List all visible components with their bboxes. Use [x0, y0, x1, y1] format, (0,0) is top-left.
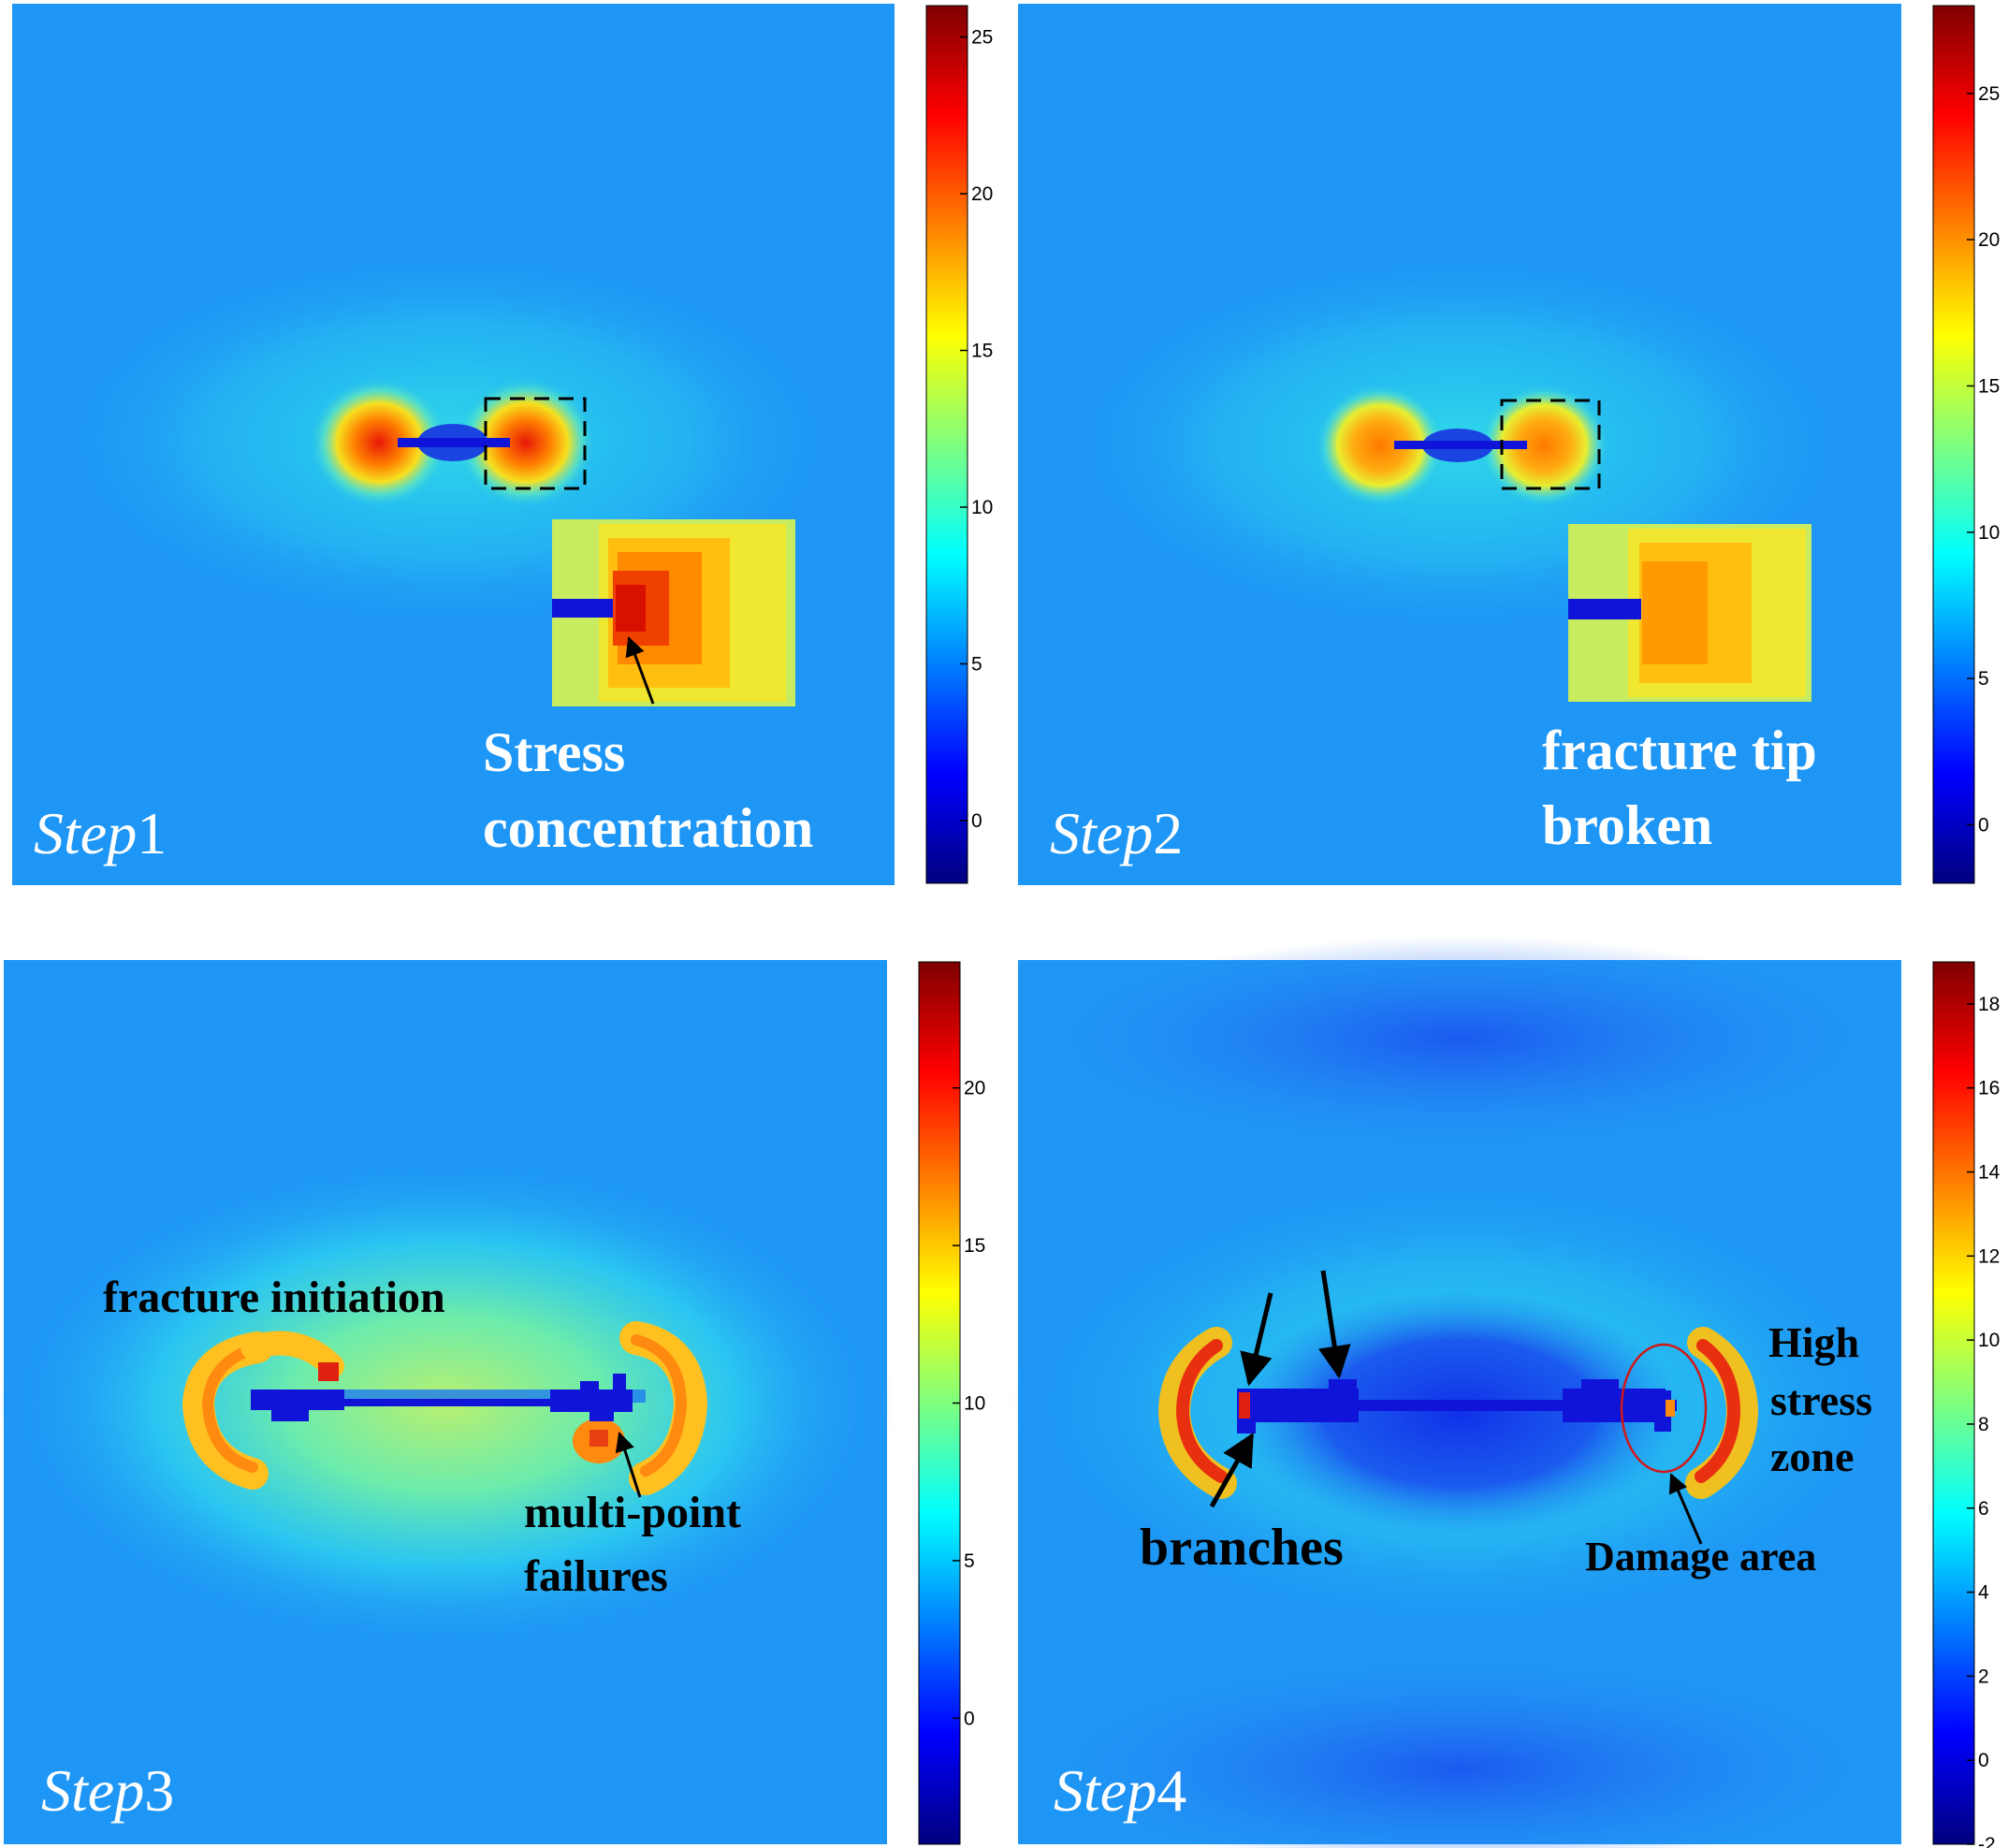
colorbar-ticks: 0 5 10 15 20 25: [1967, 83, 2000, 836]
hotspot-left: [309, 377, 449, 508]
panel-step-4: branches High stress zone Damage area St…: [1011, 936, 2001, 1848]
damage-arrow: [1668, 1473, 1703, 1545]
colorbar-tick-label: 5: [964, 1550, 975, 1572]
colorbar-tick-label: 12: [1978, 1245, 2000, 1267]
step-label: Step1: [34, 800, 167, 866]
colorbar-tick-label: 15: [964, 1235, 985, 1257]
colorbar-tick-label: 15: [971, 341, 993, 362]
colorbar-tick-label: 10: [964, 1393, 985, 1415]
colorbar-tick-label: 5: [971, 654, 982, 676]
annotation-text: fracture tip broken: [1542, 720, 1831, 856]
panel-step-1: Stress concentration Step1 0 5 10 15 20 25: [12, 4, 993, 885]
colorbar-tick-label: 20: [964, 1078, 985, 1099]
annotation-text: Stress concentration: [483, 721, 813, 859]
branch-arrow-2: [1317, 1270, 1351, 1379]
annotation-branches: branches: [1140, 1519, 1344, 1577]
colorbar-tick-label: 14: [1978, 1162, 2001, 1184]
hotspot-right: [1478, 384, 1609, 507]
branch-arrow-3: [1209, 1432, 1255, 1508]
crack: [1237, 1379, 1677, 1433]
annotation-failures: multi-point failures: [524, 1488, 752, 1601]
colorbar-tick-label: 0: [1978, 1750, 1989, 1771]
lower-low-zone: [1067, 1666, 1853, 1848]
colorbar-tick-label: 2: [1978, 1666, 1989, 1687]
colorbar-tick-label: 25: [971, 27, 993, 49]
colorbar-tick-label: 0: [971, 810, 982, 832]
crack-line: [398, 438, 510, 447]
colorbar: [925, 5, 968, 884]
highlight-box: [1500, 399, 1601, 490]
colorbar-tick-label: 16: [1978, 1078, 2000, 1099]
inset-arrow: [625, 636, 655, 705]
hotspot-left: [1315, 384, 1446, 507]
annotation-damage: Damage area: [1585, 1534, 1816, 1579]
colorbar-ticks: 0 5 10 15 20: [953, 1078, 985, 1729]
colorbar-tick-label: 8: [1978, 1414, 1989, 1435]
annotation-high-stress: High stress zone: [1768, 1318, 1884, 1480]
highlight-box: [484, 397, 587, 490]
crack: [251, 1374, 646, 1421]
colorbar-tick-label: 10: [1978, 1330, 2000, 1351]
colorbar-ticks: 0 5 10 15 20 25: [960, 27, 993, 832]
zoom-inset: [1568, 524, 1812, 702]
colorbar-tick-label: 10: [1978, 522, 2000, 544]
hotspot-right: [456, 377, 596, 508]
step-label: Step3: [41, 1757, 174, 1824]
colorbar: [1932, 5, 1975, 884]
panel-step-3: fracture initiation multi-point failures…: [0, 960, 985, 1845]
panel-step-2: fracture tip broken Step2 0 5 10 15 20 25: [1018, 4, 2000, 885]
colorbar-tick-label: 18: [1978, 994, 2000, 1015]
colorbar-tick-label: 20: [1978, 229, 2000, 251]
colorbar-tick-label: 5: [1978, 668, 1989, 690]
colorbar-tick-label: 25: [1978, 83, 2000, 105]
step-label: Step2: [1050, 800, 1183, 866]
colorbar-ticks: -2 0 2 4 6 8 10 12 14 16 18: [1967, 994, 2001, 1848]
colorbar-tick-label: 4: [1978, 1582, 1989, 1604]
zoom-inset: [552, 519, 795, 706]
colorbar-tick-label: 6: [1978, 1498, 1989, 1520]
failures-arrow: [615, 1432, 642, 1498]
colorbar-tick-label: 20: [971, 183, 993, 205]
annotation-initiation: fracture initiation: [103, 1273, 445, 1322]
colorbar-tick-label: 0: [964, 1708, 975, 1729]
upper-low-zone: [1067, 936, 1853, 1142]
high-stress-left: [1157, 1327, 1237, 1499]
step-label: Step4: [1054, 1757, 1186, 1824]
colorbar-tick-label: -2: [1978, 1834, 1996, 1848]
colorbar: [1932, 961, 1975, 1845]
colorbar-tick-label: 0: [1978, 814, 1989, 836]
colorbar-tick-label: 10: [971, 497, 993, 518]
colorbar-tick-label: 15: [1978, 375, 2000, 397]
failure-zone-right: [573, 1321, 708, 1495]
damage-area-circle: [1620, 1343, 1708, 1474]
crack-line: [1394, 441, 1527, 449]
high-stress-right: [1685, 1327, 1759, 1499]
failure-zone-left: [182, 1331, 344, 1490]
branch-arrow-1: [1240, 1292, 1273, 1387]
